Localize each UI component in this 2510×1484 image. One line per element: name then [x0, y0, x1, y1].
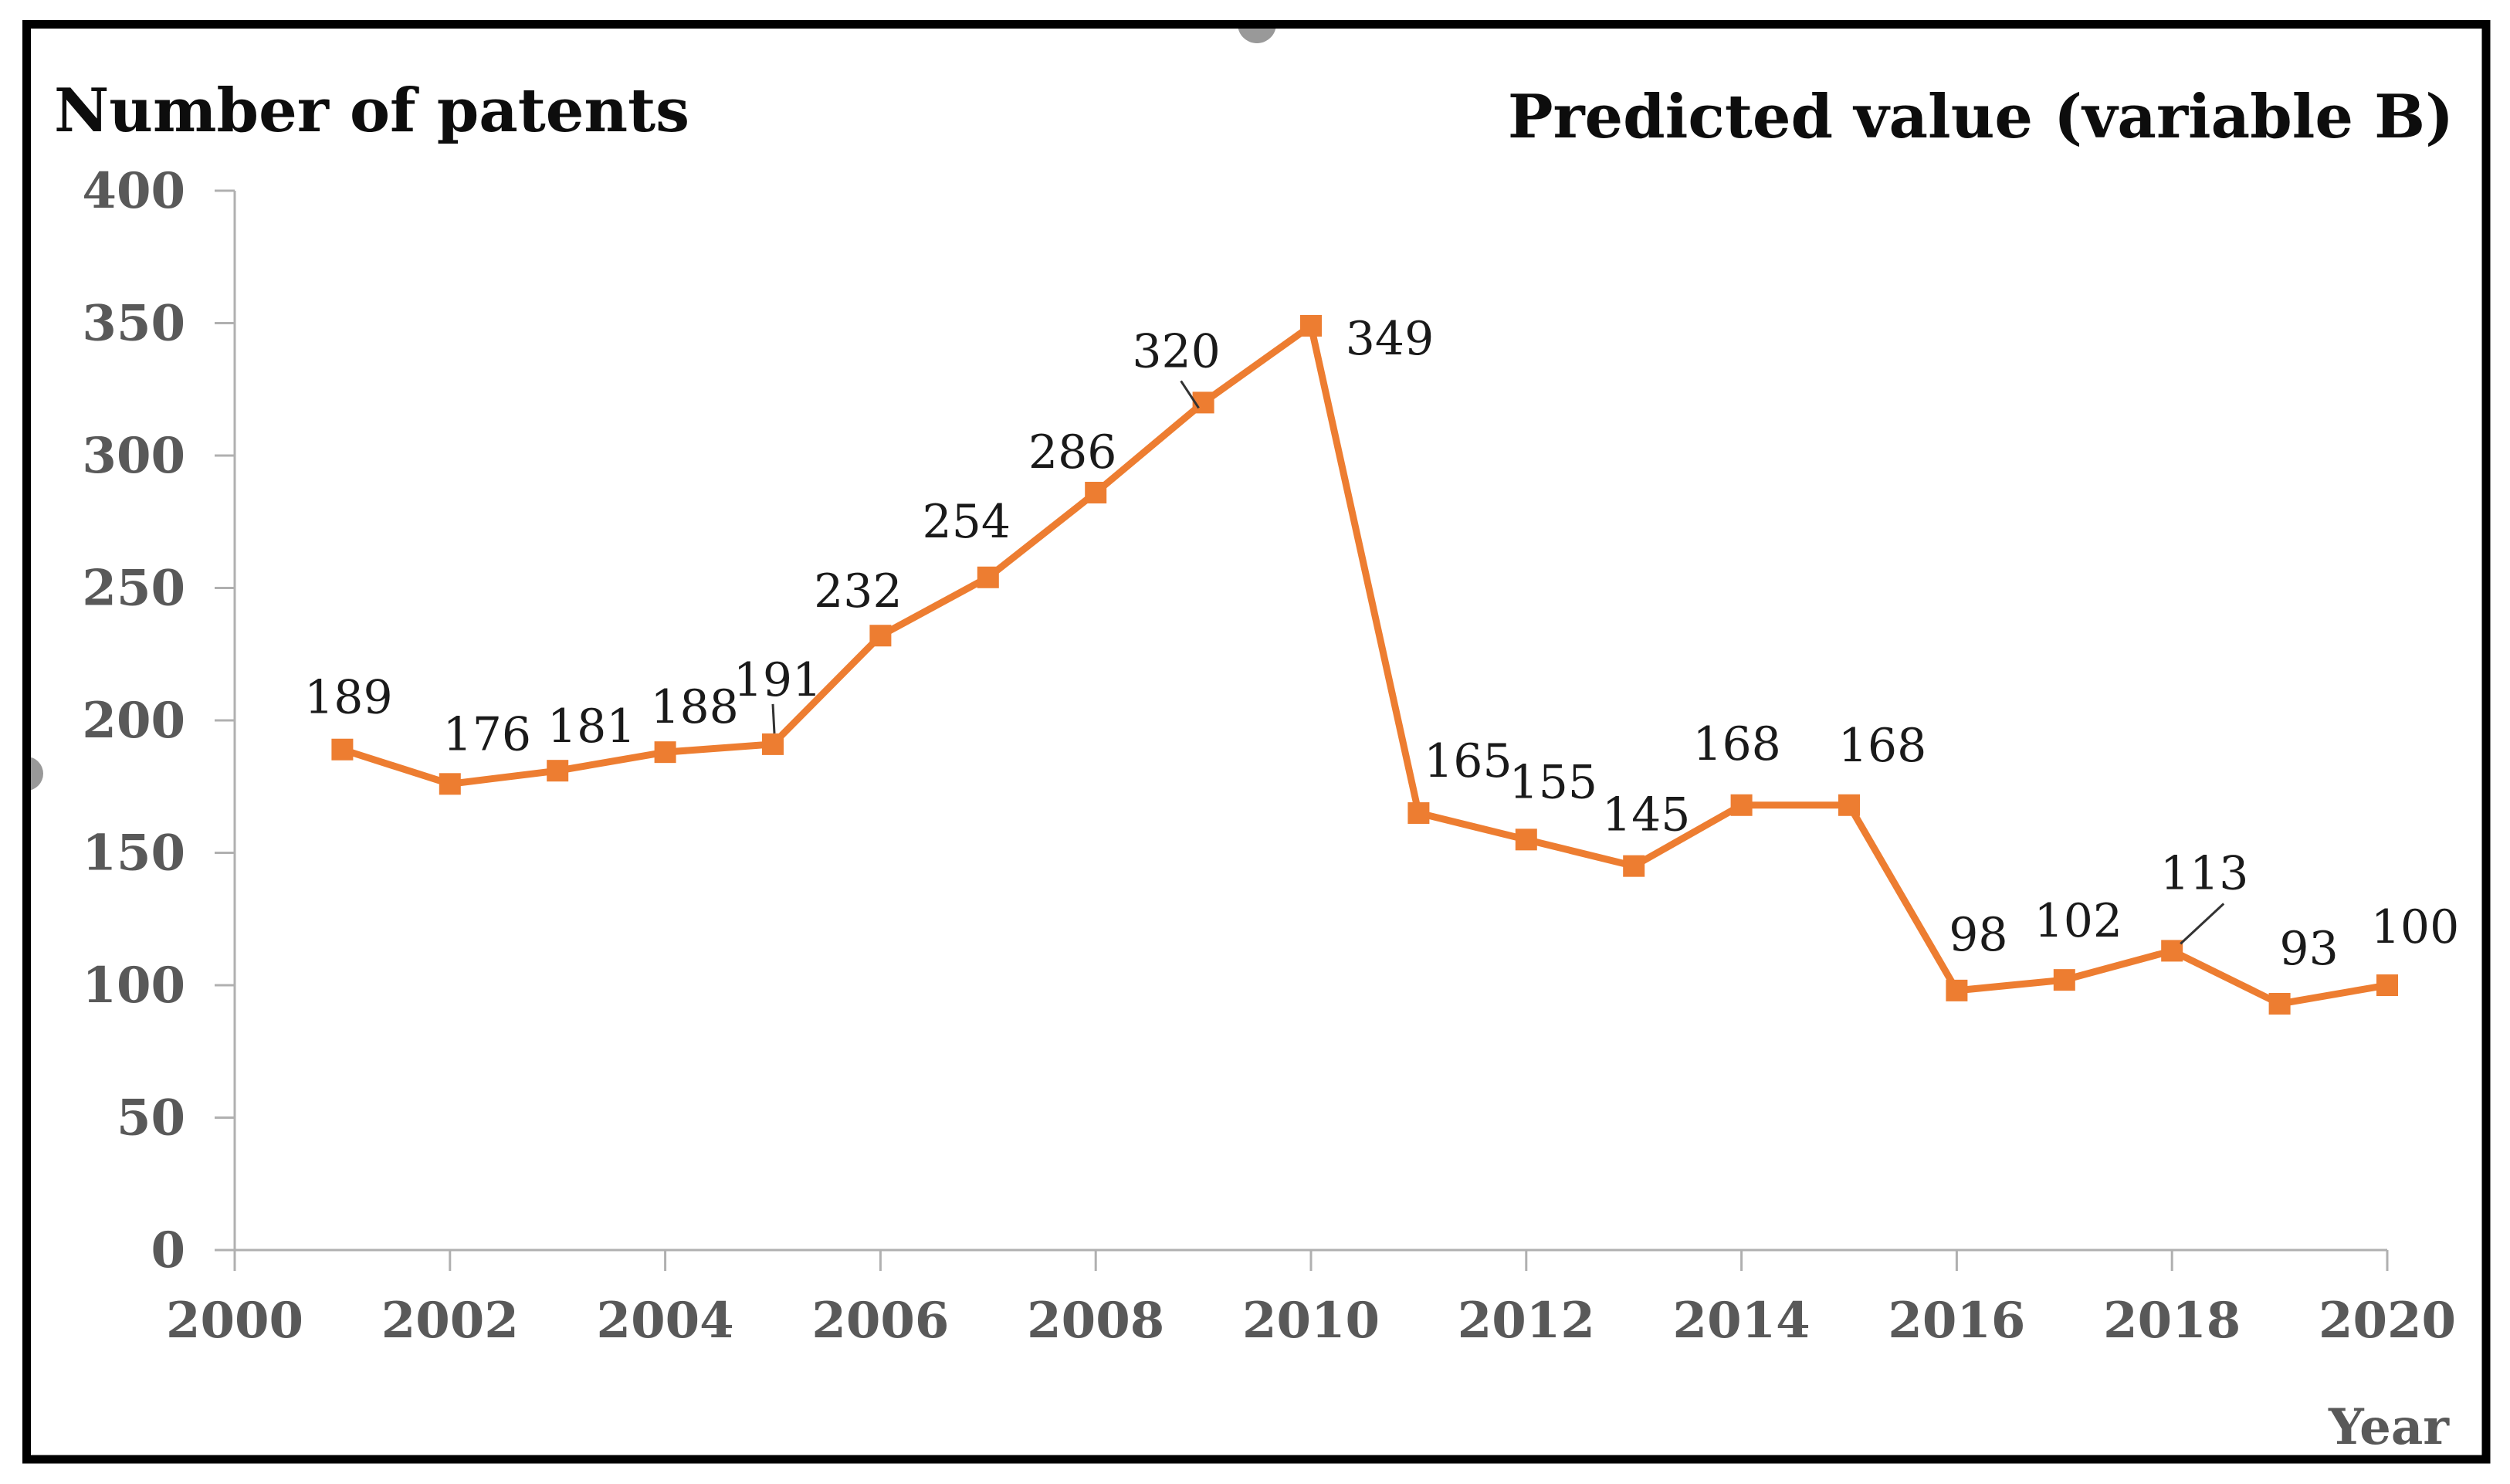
data-label-leader-line	[1180, 380, 1200, 409]
data-point-label: 254	[923, 495, 1011, 549]
x-tick-label: 2000	[166, 1292, 303, 1350]
data-point-marker	[977, 566, 999, 588]
x-tick-label: 2010	[1242, 1292, 1380, 1350]
y-tick-label: 100	[82, 957, 185, 1015]
x-tick-label: 2012	[1458, 1292, 1595, 1350]
data-point-marker	[331, 738, 354, 761]
data-point-label: 100	[2371, 900, 2460, 954]
x-tick-label: 2018	[2103, 1292, 2241, 1350]
data-point-marker	[2053, 969, 2075, 991]
data-point-marker	[1515, 828, 1537, 851]
data-point-label: 98	[1949, 908, 2007, 962]
data-point-marker	[2268, 993, 2291, 1015]
data-series	[331, 314, 2398, 1015]
data-point-label: 93	[2279, 922, 2338, 976]
data-point-marker	[439, 773, 461, 795]
y-tick-label: 250	[82, 560, 185, 618]
data-point-marker	[1300, 314, 1322, 337]
tick-labels: 0 50 100 150 200 250 300 350 400 2000 2002 2004 2006…	[82, 162, 2456, 1350]
data-point-label: 191	[733, 653, 822, 707]
data-point-marker	[1946, 979, 1968, 1001]
data-point-marker	[654, 741, 676, 764]
data-point-label: 145	[1602, 788, 1691, 842]
data-point-label: 165	[1424, 734, 1512, 788]
data-label-leader-line	[2180, 903, 2225, 945]
data-point-marker	[2376, 974, 2398, 996]
data-point-label: 155	[1509, 755, 1598, 809]
x-tick-label: 2020	[2319, 1292, 2456, 1350]
data-point-label: 232	[814, 564, 903, 618]
image-frame-border	[22, 20, 2491, 1464]
y-tick-label: 400	[82, 162, 185, 220]
series-line	[338, 322, 2391, 1008]
data-point-label: 320	[1132, 324, 1221, 378]
data-point-label: 113	[2160, 846, 2249, 900]
x-tick-label: 2006	[811, 1292, 949, 1350]
y-tick-label: 300	[82, 427, 185, 485]
y-tick-label: 200	[82, 692, 185, 750]
x-tick-label: 2014	[1673, 1292, 1811, 1350]
data-point-label: 286	[1028, 425, 1117, 479]
x-tick-label: 2008	[1027, 1292, 1164, 1350]
y-tick-label: 0	[151, 1221, 185, 1279]
right-series-title: Predicted value (variable B)	[1508, 82, 2454, 152]
data-point-label: 102	[2034, 894, 2123, 948]
left-axis-title: Number of patents	[54, 76, 689, 146]
x-tick-label: 2002	[381, 1292, 519, 1350]
data-point-marker	[1407, 802, 1430, 825]
y-tick-label: 50	[117, 1089, 185, 1147]
data-point-marker	[869, 625, 892, 647]
x-tick-label: 2004	[597, 1292, 734, 1350]
data-point-label: 189	[304, 671, 393, 725]
data-point-marker	[1730, 794, 1753, 816]
data-point-label: 349	[1346, 312, 1435, 366]
y-tick-label: 350	[82, 295, 185, 353]
data-point-label: 181	[547, 700, 636, 754]
data-point-label: 168	[1838, 719, 1927, 773]
data-point-marker	[1838, 794, 1860, 816]
x-tick-label: 2016	[1888, 1292, 2025, 1350]
data-point-marker	[547, 760, 569, 782]
selection-handles	[31, 29, 1276, 791]
data-point-label: 168	[1692, 717, 1781, 771]
data-point-marker	[1085, 482, 1107, 504]
data-label-leader-line	[771, 703, 776, 734]
selection-handle-left-icon	[31, 757, 43, 791]
y-tick-label: 150	[82, 825, 185, 883]
axes	[215, 189, 2389, 1271]
data-point-marker	[2161, 940, 2183, 962]
data-point-marker	[762, 733, 784, 755]
data-point-label: 176	[443, 707, 532, 761]
selection-handle-top-icon	[1238, 29, 1276, 43]
x-axis-title: Year	[2328, 1398, 2450, 1456]
data-point-label: 188	[650, 680, 739, 734]
data-point-marker	[1623, 855, 1645, 877]
